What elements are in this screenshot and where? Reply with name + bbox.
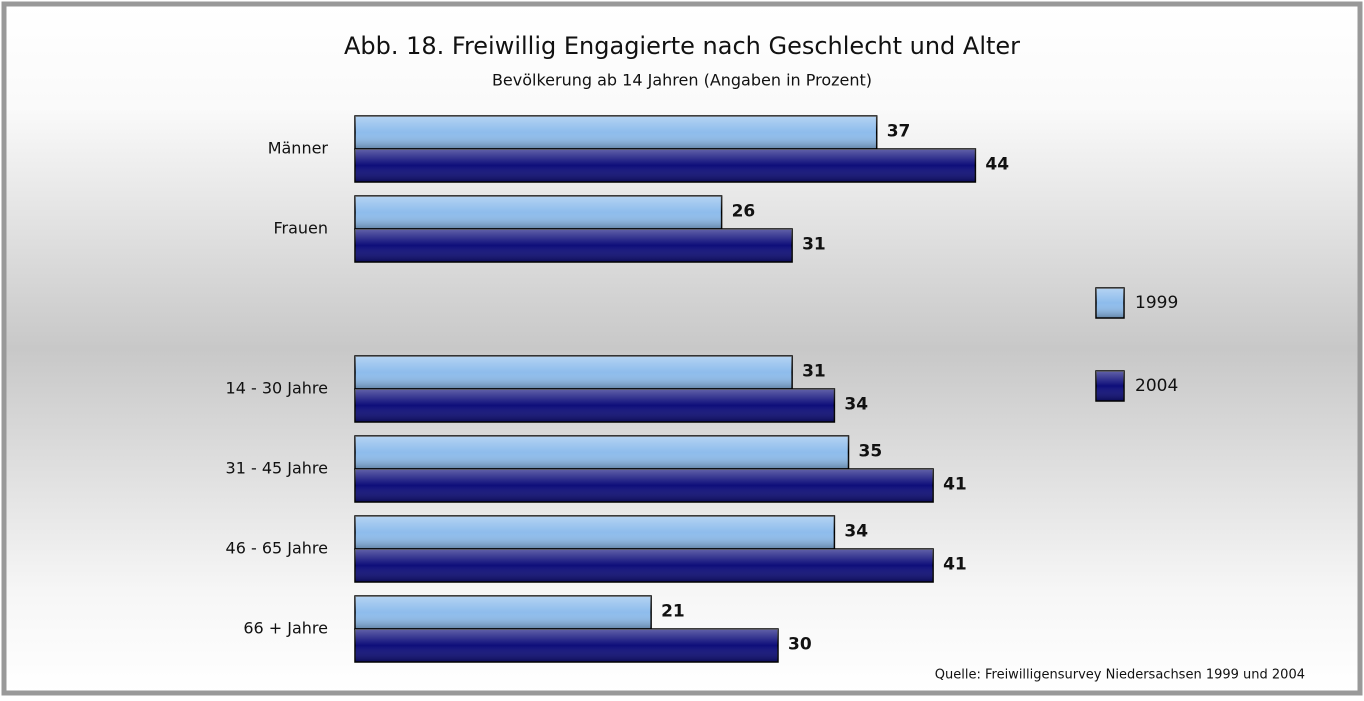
legend-label: 1999 — [1135, 293, 1178, 313]
legend-swatch-shine — [1096, 288, 1124, 318]
chart-title: Abb. 18. Freiwillig Engagierte nach Gesc… — [344, 32, 1020, 60]
bar-shine — [355, 116, 877, 149]
value-label: 44 — [985, 155, 1009, 175]
value-label: 34 — [844, 395, 868, 415]
legend-label: 2004 — [1135, 376, 1178, 396]
category-label: 66 + Jahre — [243, 619, 328, 638]
value-label: 30 — [788, 635, 812, 655]
value-label: 31 — [802, 362, 826, 382]
value-label: 34 — [844, 522, 868, 542]
value-label: 41 — [943, 475, 967, 495]
category-label: Frauen — [273, 219, 328, 238]
source-note: Quelle: Freiwilligensurvey Niedersachsen… — [935, 668, 1305, 683]
value-label: 41 — [943, 555, 967, 575]
chart-subtitle: Bevölkerung ab 14 Jahren (Angaben in Pro… — [492, 71, 872, 90]
bar-shine — [355, 196, 722, 229]
category-label: 31 - 45 Jahre — [226, 459, 328, 478]
value-label: 31 — [802, 235, 826, 255]
bar-shine — [355, 469, 934, 502]
value-label: 21 — [661, 602, 685, 622]
bar-shine — [355, 549, 934, 582]
value-label: 37 — [887, 122, 911, 142]
bar-shine — [355, 229, 793, 262]
category-label: 46 - 65 Jahre — [226, 539, 328, 558]
category-label: 14 - 30 Jahre — [226, 379, 328, 398]
legend-swatch-shine — [1096, 371, 1124, 401]
bar-shine — [355, 629, 778, 662]
bar-shine — [355, 356, 793, 389]
value-label: 35 — [859, 442, 883, 462]
bar-shine — [355, 149, 976, 182]
bar-shine — [355, 516, 835, 549]
value-label: 26 — [732, 202, 756, 222]
category-label: Männer — [268, 139, 329, 158]
bar-shine — [355, 436, 849, 469]
bar-shine — [355, 596, 652, 629]
bar-shine — [355, 389, 835, 422]
